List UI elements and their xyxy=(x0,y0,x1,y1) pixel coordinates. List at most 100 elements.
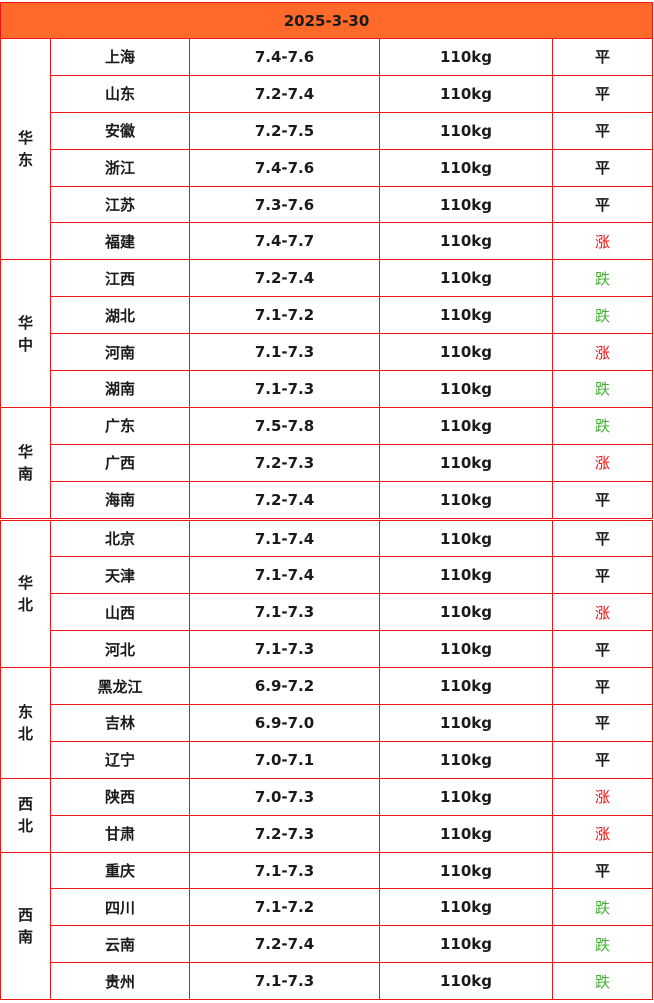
price-cell: 7.2-7.4 xyxy=(189,925,380,964)
price-cell: 7.4-7.6 xyxy=(189,148,380,187)
price-cell: 7.2-7.3 xyxy=(189,814,380,853)
weight-cell: 110kg xyxy=(379,296,553,335)
region-cell: 西北 xyxy=(0,777,51,853)
trend-cell: 平 xyxy=(551,480,654,520)
weight-cell: 110kg xyxy=(379,814,553,853)
price-cell: 7.2-7.4 xyxy=(189,480,380,520)
price-cell: 7.3-7.6 xyxy=(189,185,380,224)
region-char: 中 xyxy=(17,335,33,354)
weight-cell: 110kg xyxy=(379,74,553,113)
province-cell: 天津 xyxy=(50,556,190,595)
province-cell: 四川 xyxy=(50,888,190,927)
province-cell: 江西 xyxy=(50,259,190,298)
region-char: 北 xyxy=(17,595,33,614)
table-row: 河南 7.1-7.3 110kg 涨 xyxy=(1,333,654,372)
price-cell: 7.4-7.6 xyxy=(189,38,380,76)
province-cell: 吉林 xyxy=(50,704,190,742)
province-cell: 北京 xyxy=(50,517,190,558)
region-char: 华 xyxy=(17,313,33,332)
trend-cell: 平 xyxy=(551,630,654,669)
price-cell: 7.4-7.7 xyxy=(189,222,380,261)
region-cell: 华东 xyxy=(0,37,51,261)
price-cell: 7.1-7.3 xyxy=(189,370,380,408)
price-cell: 7.0-7.3 xyxy=(189,777,380,816)
region-char: 东 xyxy=(17,702,33,721)
table-row: 辽宁 7.0-7.1 110kg 平 xyxy=(1,740,654,779)
weight-cell: 110kg xyxy=(379,148,553,187)
table-row: 华北北京 7.1-7.4 110kg 平 xyxy=(0,517,654,669)
trend-cell: 平 xyxy=(551,667,654,706)
region-char: 南 xyxy=(17,927,33,946)
province-cell: 广东 xyxy=(50,406,190,445)
table-row: 湖北 7.1-7.2 110kg 跌 xyxy=(1,296,654,335)
trend-cell: 平 xyxy=(551,185,654,224)
trend-cell: 跌 xyxy=(551,406,654,445)
price-cell: 6.9-7.2 xyxy=(189,667,380,706)
weight-cell: 110kg xyxy=(379,740,553,779)
price-cell: 7.1-7.3 xyxy=(189,593,380,632)
price-cell: 7.1-7.2 xyxy=(189,888,380,927)
trend-cell: 平 xyxy=(551,740,654,779)
province-cell: 山西 xyxy=(50,593,190,632)
table-row: 广西 7.2-7.3 110kg 涨 xyxy=(1,443,654,482)
trend-cell: 平 xyxy=(551,74,654,113)
table-row: 福建 7.4-7.7 110kg 涨 xyxy=(1,222,654,261)
region-cell: 华中 xyxy=(0,259,51,408)
price-cell: 6.9-7.0 xyxy=(189,704,380,742)
table-row: 河北 7.1-7.3 110kg 平 xyxy=(1,630,654,669)
province-cell: 湖北 xyxy=(50,296,190,335)
region-char: 南 xyxy=(17,464,33,483)
table-row: 甘肃 7.2-7.3 110kg 涨 xyxy=(1,814,654,853)
price-cell: 7.2-7.4 xyxy=(189,74,380,113)
weight-cell: 110kg xyxy=(379,556,553,595)
province-cell: 黑龙江 xyxy=(50,667,190,706)
trend-cell: 平 xyxy=(551,704,654,742)
province-cell: 安徽 xyxy=(50,111,190,150)
weight-cell: 110kg xyxy=(379,443,553,482)
weight-cell: 110kg xyxy=(379,851,553,890)
region-cell: 华南 xyxy=(0,406,51,520)
trend-cell: 涨 xyxy=(551,333,654,372)
table-row: 山西 7.1-7.3 110kg 涨 xyxy=(1,593,654,632)
weight-cell: 110kg xyxy=(379,370,553,408)
province-cell: 浙江 xyxy=(50,148,190,187)
weight-cell: 110kg xyxy=(379,517,553,558)
weight-cell: 110kg xyxy=(379,777,553,816)
province-cell: 福建 xyxy=(50,222,190,261)
table-row: 贵州 7.1-7.3 110kg 跌 xyxy=(1,962,654,1001)
weight-cell: 110kg xyxy=(379,38,553,76)
trend-cell: 涨 xyxy=(551,443,654,482)
trend-cell: 涨 xyxy=(551,222,654,261)
weight-cell: 110kg xyxy=(379,222,553,261)
price-cell: 7.2-7.4 xyxy=(189,259,380,298)
trend-cell: 跌 xyxy=(551,259,654,298)
province-cell: 湖南 xyxy=(50,370,190,408)
table-row: 华东上海 7.4-7.6 110kg 平 xyxy=(0,37,654,261)
weight-cell: 110kg xyxy=(379,630,553,669)
price-cell: 7.2-7.5 xyxy=(189,111,380,150)
trend-cell: 平 xyxy=(551,111,654,150)
weight-cell: 110kg xyxy=(379,185,553,224)
weight-cell: 110kg xyxy=(379,667,553,706)
table-row: 安徽 7.2-7.5 110kg 平 xyxy=(1,111,654,150)
price-cell: 7.5-7.8 xyxy=(189,406,380,445)
price-cell: 7.1-7.3 xyxy=(189,851,380,890)
weight-cell: 110kg xyxy=(379,888,553,927)
weight-cell: 110kg xyxy=(379,406,553,445)
table-row: 江苏 7.3-7.6 110kg 平 xyxy=(1,185,654,224)
price-cell: 7.1-7.2 xyxy=(189,296,380,335)
table-row: 海南 7.2-7.4 110kg 平 xyxy=(1,480,654,520)
trend-cell: 跌 xyxy=(551,296,654,335)
table-row: 西北陕西 7.0-7.3 110kg 涨 xyxy=(0,777,654,853)
price-cell: 7.2-7.3 xyxy=(189,443,380,482)
province-cell: 山东 xyxy=(50,74,190,113)
region-char: 西 xyxy=(17,905,33,924)
province-cell: 海南 xyxy=(50,480,190,520)
trend-cell: 涨 xyxy=(551,814,654,853)
region-cell: 华北 xyxy=(0,517,51,669)
region-char: 华 xyxy=(17,442,33,461)
region-char: 北 xyxy=(17,817,33,836)
province-cell: 重庆 xyxy=(50,851,190,890)
price-cell: 7.1-7.3 xyxy=(189,630,380,669)
